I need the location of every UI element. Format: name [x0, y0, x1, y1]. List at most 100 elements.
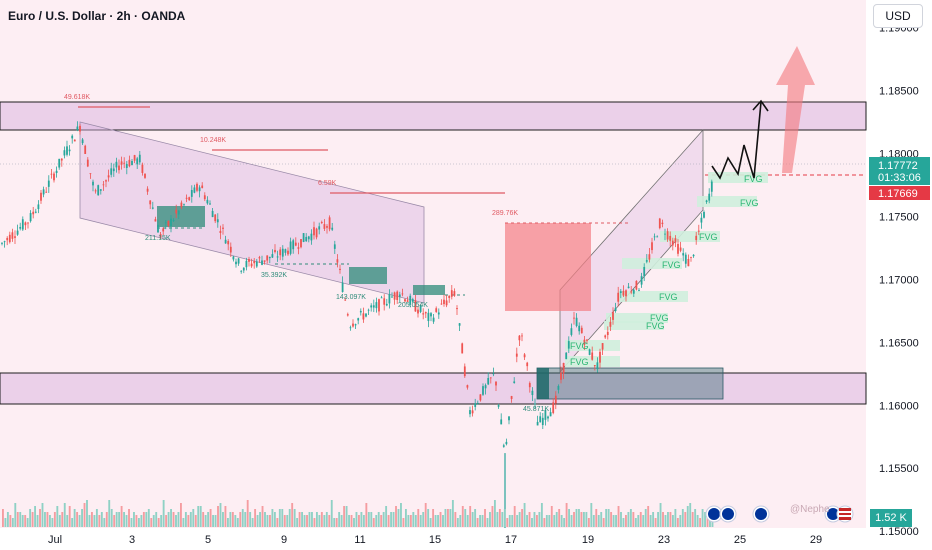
- volume-bar: [273, 512, 276, 527]
- volume-bar: [100, 512, 103, 527]
- volume-bar: [481, 515, 484, 527]
- candle-body: [125, 163, 128, 168]
- volume-bar: [281, 509, 284, 527]
- candle-body: [697, 230, 700, 232]
- volume-bar: [469, 506, 472, 527]
- current-price-badge[interactable]: [869, 157, 930, 185]
- volume-bar: [484, 509, 486, 527]
- volume-bar: [625, 515, 627, 527]
- candle-body: [315, 228, 318, 238]
- volume-bar: [521, 509, 524, 527]
- candle-body: [450, 290, 453, 297]
- volume-bar: [288, 509, 291, 527]
- candle-body: [388, 294, 391, 304]
- candle-body: [508, 416, 510, 421]
- volume-bar: [61, 512, 64, 527]
- volume-bar: [226, 518, 229, 527]
- volume-bar: [471, 512, 474, 527]
- volume-bar: [696, 515, 699, 527]
- volume-bar: [207, 512, 210, 527]
- candle-body: [63, 150, 66, 156]
- candle-body: [692, 254, 695, 257]
- volume-bar: [53, 512, 56, 527]
- currency-button[interactable]: USD: [873, 4, 923, 28]
- volume-bar: [88, 515, 91, 527]
- volume-bar: [706, 515, 709, 527]
- volume-bar: [214, 515, 217, 527]
- volume-bar: [503, 509, 506, 527]
- volume-bar: [46, 512, 49, 527]
- marked-price-badge[interactable]: [869, 186, 930, 200]
- volume-bar: [76, 512, 79, 527]
- candle-body: [42, 189, 45, 195]
- annotation-35k: 35.392K: [261, 272, 287, 279]
- candle-body: [68, 149, 71, 152]
- volume-bar: [451, 500, 454, 527]
- candle-body: [263, 260, 266, 262]
- price-tick-1: 1.18500: [879, 86, 919, 98]
- eu-flag-fill-icon-4: [827, 508, 839, 520]
- candle-body: [50, 173, 53, 175]
- candle-body: [346, 314, 349, 316]
- volume-bar: [209, 509, 212, 527]
- volume-bar: [442, 515, 444, 527]
- candle-body: [443, 299, 445, 305]
- candle-body: [703, 211, 705, 218]
- volume-bar: [276, 518, 279, 527]
- eu-flag-fill-icon-2: [722, 508, 734, 520]
- candle-body: [417, 309, 419, 314]
- candle-body: [458, 323, 461, 326]
- candle-body: [495, 381, 497, 386]
- candle-body: [27, 222, 29, 224]
- volume-bar: [303, 515, 306, 527]
- volume-bar: [301, 512, 304, 527]
- candle-body: [266, 255, 269, 261]
- candle-body: [175, 209, 178, 214]
- candle-body: [505, 441, 508, 445]
- candle-body: [110, 168, 113, 175]
- volume-bar: [9, 515, 12, 527]
- volume-bar: [160, 515, 163, 527]
- candle-body: [684, 254, 687, 264]
- candle-body: [471, 410, 474, 414]
- volume-bar: [620, 512, 622, 527]
- candle-body: [562, 362, 565, 374]
- candle-body: [677, 243, 679, 254]
- volume-bar: [358, 515, 360, 527]
- volume-bar: [447, 509, 449, 527]
- volume-bar: [236, 518, 239, 527]
- volume-bar: [199, 506, 202, 527]
- candle-body: [482, 386, 484, 395]
- candle-body: [79, 125, 81, 132]
- candle-body: [570, 328, 573, 335]
- candle-body: [344, 299, 347, 301]
- candle-body: [302, 233, 305, 242]
- volume-bar: [575, 509, 578, 527]
- candle-body: [188, 197, 191, 201]
- volume-bar: [110, 509, 113, 527]
- volume-bar: [632, 512, 635, 527]
- candle-body: [518, 335, 521, 341]
- volume-bar: [456, 518, 459, 527]
- candle-body: [86, 159, 89, 167]
- candle-body: [599, 351, 601, 363]
- price-axis[interactable]: [866, 0, 932, 550]
- candle-body: [619, 291, 622, 293]
- candle-body: [222, 227, 224, 229]
- volume-bar: [157, 518, 160, 527]
- fvg-label-2: FVG: [740, 198, 759, 208]
- volume-bar: [6, 512, 9, 527]
- volume-bar: [123, 512, 126, 527]
- volume-bar: [98, 515, 101, 527]
- candle-body: [479, 394, 482, 401]
- candle-body: [34, 211, 37, 213]
- candle-body: [323, 224, 326, 229]
- candle-body: [219, 230, 222, 233]
- volume-bar: [39, 509, 41, 527]
- candle-body: [177, 210, 180, 215]
- volume-bar: [657, 512, 660, 527]
- marked-price-label: 1.17669: [878, 188, 918, 200]
- volume-bar: [424, 503, 427, 527]
- time-axis[interactable]: [0, 528, 866, 550]
